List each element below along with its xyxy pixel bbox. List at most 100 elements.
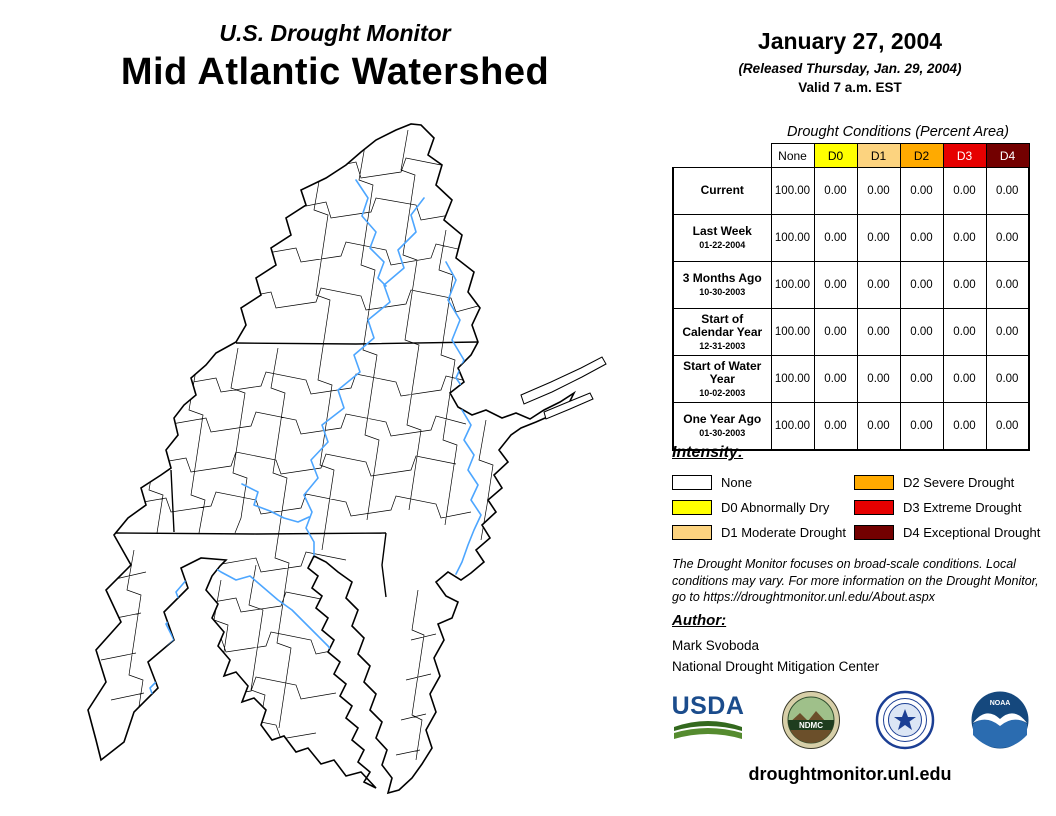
column-header-none: None bbox=[770, 143, 815, 168]
table-corner-cell bbox=[673, 143, 771, 168]
legend-label: D2 Severe Drought bbox=[903, 475, 1015, 490]
legend-item: D2 Severe Drought bbox=[854, 470, 1036, 495]
table-cell: 0.00 bbox=[942, 261, 987, 309]
report-title: U.S. Drought Monitor bbox=[219, 20, 451, 46]
table-cell: 0.00 bbox=[942, 402, 987, 451]
table-cell: 0.00 bbox=[856, 214, 901, 262]
table-cell: 0.00 bbox=[985, 355, 1030, 403]
table-row: Last Week 01-22-2004 100.00 0.00 0.00 0.00 0.0… bbox=[672, 214, 1030, 262]
region-title: Mid Atlantic Watershed bbox=[120, 51, 550, 93]
date-block: January 27, 2004 (Released Thursday, Jan… bbox=[672, 28, 1028, 95]
row-header: Start of Calendar Year 12-31-2003 bbox=[672, 308, 772, 356]
table-cell: 0.00 bbox=[985, 167, 1030, 215]
legend-title: Intensity: bbox=[672, 444, 744, 461]
row-header: One Year Ago 01-30-2003 bbox=[672, 402, 772, 451]
table-cell: 0.00 bbox=[856, 261, 901, 309]
row-header: Current bbox=[672, 167, 772, 215]
row-header: Last Week 01-22-2004 bbox=[672, 214, 772, 262]
release-date: (Released Thursday, Jan. 29, 2004) bbox=[738, 61, 962, 76]
legend-items: None D0 Abnormally Dry D1 Moderate Drought… bbox=[672, 470, 1044, 545]
legend-swatch bbox=[672, 525, 712, 540]
author-name: Mark Svoboda bbox=[672, 638, 760, 653]
table-cell: 0.00 bbox=[856, 402, 901, 451]
table-cell: 0.00 bbox=[942, 167, 987, 215]
coastal-island-fragments bbox=[520, 356, 607, 420]
legend-label: D4 Exceptional Drought bbox=[903, 525, 1041, 540]
table-row: Start of Calendar Year 12-31-2003 100.00 0.… bbox=[672, 308, 1030, 356]
table-cell: 0.00 bbox=[899, 308, 944, 356]
title-block: U.S. Drought Monitor Mid Atlantic Waters… bbox=[40, 20, 630, 94]
table-body: Current 100.00 0.00 0.00 0.00 0.00 0.00 Last We… bbox=[672, 167, 1030, 451]
table-cell: 0.00 bbox=[899, 261, 944, 309]
usda-wordmark: USDA bbox=[671, 692, 745, 720]
table-cell: 0.00 bbox=[813, 308, 858, 356]
county-boundaries bbox=[100, 129, 494, 761]
legend-item: D3 Extreme Drought bbox=[854, 495, 1036, 520]
table-cell: 0.00 bbox=[985, 308, 1030, 356]
table-row: Start of Water Year 10-02-2003 100.00 0.00 0… bbox=[672, 355, 1030, 403]
legend-swatch bbox=[672, 500, 712, 515]
table-cell: 0.00 bbox=[813, 355, 858, 403]
column-header-d3: D3 bbox=[942, 143, 987, 168]
table-cell: 100.00 bbox=[770, 402, 815, 451]
table-cell: 0.00 bbox=[899, 402, 944, 451]
ndmc-wordmark: NDMC bbox=[799, 721, 823, 730]
watershed-boundary bbox=[87, 123, 575, 794]
column-header-d2: D2 bbox=[899, 143, 944, 168]
website-url: droughtmonitor.unl.edu bbox=[748, 764, 952, 784]
valid-time: Valid 7 a.m. EST bbox=[798, 80, 902, 95]
table-cell: 0.00 bbox=[813, 167, 858, 215]
table-cell: 100.00 bbox=[770, 308, 815, 356]
legend-item: D1 Moderate Drought bbox=[672, 520, 854, 545]
usda-logo: USDA bbox=[670, 694, 746, 746]
legend-label: D0 Abnormally Dry bbox=[721, 500, 830, 515]
column-header-d1: D1 bbox=[856, 143, 901, 168]
map-date: January 27, 2004 bbox=[757, 28, 943, 54]
table-cell: 0.00 bbox=[899, 214, 944, 262]
table-cell: 0.00 bbox=[899, 355, 944, 403]
table-cell: 100.00 bbox=[770, 214, 815, 262]
table-cell: 0.00 bbox=[813, 261, 858, 309]
column-header-d4: D4 bbox=[985, 143, 1030, 168]
author-heading: Author: bbox=[672, 612, 727, 629]
legend-swatch bbox=[854, 525, 894, 540]
table-cell: 0.00 bbox=[985, 214, 1030, 262]
row-header: Start of Water Year 10-02-2003 bbox=[672, 355, 772, 403]
legend-item: D0 Abnormally Dry bbox=[672, 495, 854, 520]
table-cell: 100.00 bbox=[770, 167, 815, 215]
table-cell: 0.00 bbox=[899, 167, 944, 215]
table-cell: 0.00 bbox=[985, 261, 1030, 309]
commerce-seal-icon bbox=[876, 690, 935, 750]
noaa-wordmark: NOAA bbox=[990, 700, 1011, 707]
logo-row: USDA NDMC NOAA bbox=[670, 690, 1030, 750]
drought-conditions-table: None D0 D1 D2 D3 D4 Current 100.00 0.00 0.00 0.00… bbox=[672, 143, 1030, 451]
legend-label: D3 Extreme Drought bbox=[903, 500, 1022, 515]
table-cell: 0.00 bbox=[856, 308, 901, 356]
usda-swoosh-icon bbox=[674, 721, 742, 739]
table-header-row: None D0 D1 D2 D3 D4 bbox=[673, 143, 1030, 168]
legend-item: None bbox=[672, 470, 854, 495]
table-cell: 0.00 bbox=[813, 214, 858, 262]
table-row: Current 100.00 0.00 0.00 0.00 0.00 0.00 bbox=[672, 167, 1030, 215]
table-caption: Drought Conditions (Percent Area) bbox=[787, 124, 1009, 140]
table-cell: 0.00 bbox=[942, 308, 987, 356]
state-boundaries bbox=[113, 341, 479, 598]
table-cell: 0.00 bbox=[942, 355, 987, 403]
table-cell: 0.00 bbox=[942, 214, 987, 262]
legend-label: None bbox=[721, 475, 753, 490]
table-cell: 100.00 bbox=[770, 355, 815, 403]
legend-swatch bbox=[854, 475, 894, 490]
table-row: One Year Ago 01-30-2003 100.00 0.00 0.00 0.00… bbox=[672, 402, 1030, 451]
rivers bbox=[143, 179, 482, 719]
column-header-d0: D0 bbox=[813, 143, 858, 168]
legend-item: D4 Exceptional Drought bbox=[854, 520, 1040, 545]
legend-swatch bbox=[854, 500, 894, 515]
table-row: 3 Months Ago 10-30-2003 100.00 0.00 0.00 0.00… bbox=[672, 261, 1030, 309]
author-block: Author: Mark Svoboda National Drought Mi… bbox=[672, 612, 879, 674]
row-header: 3 Months Ago 10-30-2003 bbox=[672, 261, 772, 309]
watershed-map bbox=[87, 123, 607, 794]
legend-label: D1 Moderate Drought bbox=[721, 525, 847, 540]
author-organization: National Drought Mitigation Center bbox=[672, 659, 880, 674]
intensity-legend: Intensity: None D0 Abnormally Dry D1 Moder… bbox=[672, 444, 1044, 545]
